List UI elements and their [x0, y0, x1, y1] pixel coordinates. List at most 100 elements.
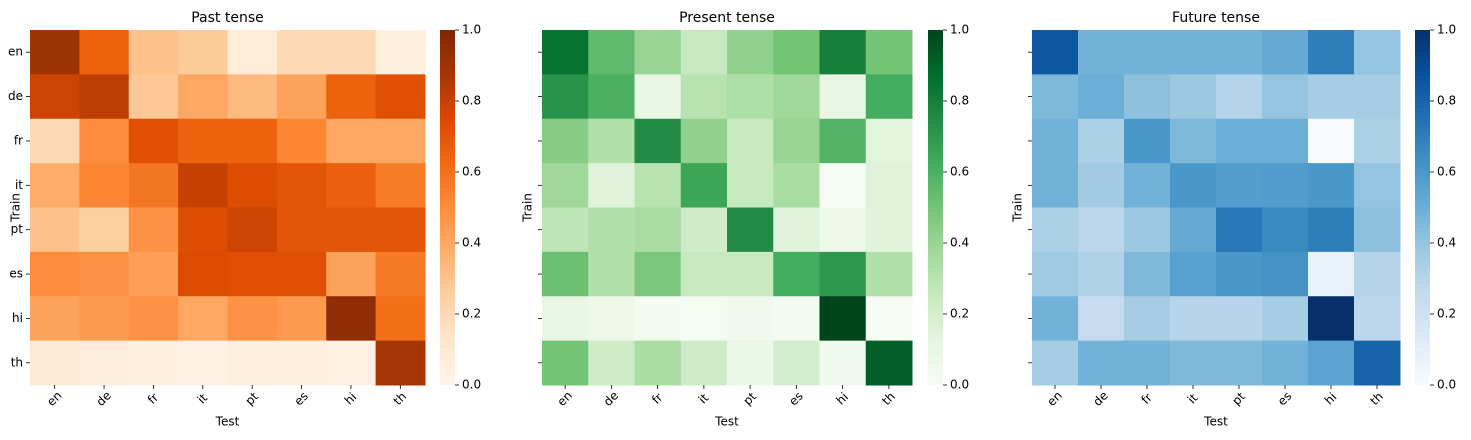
heatmap-cell — [227, 296, 278, 342]
y-tick-label: de — [8, 89, 23, 103]
heatmap-cell — [819, 30, 867, 75]
heatmap-cell — [1170, 30, 1217, 75]
heatmap-cell — [588, 340, 635, 386]
y-tick-label: es — [9, 267, 23, 281]
heatmap-cell — [634, 118, 682, 164]
heatmap-cell — [1308, 340, 1355, 386]
heatmap-cell — [276, 30, 327, 75]
y-tick-label: hi — [12, 311, 23, 325]
heatmap-cell — [680, 207, 728, 253]
heatmap-cell — [1354, 30, 1401, 75]
heatmap-cell — [1078, 296, 1125, 342]
colorbar-tick-label: 0.6 — [950, 165, 969, 179]
heatmap-cell — [1216, 30, 1263, 75]
heatmap-cell — [79, 74, 130, 120]
heatmap-cell — [128, 118, 179, 164]
heatmap-cell — [680, 340, 728, 386]
heatmap-cell — [1170, 340, 1217, 386]
heatmap-cell — [128, 163, 179, 208]
heatmap-cell — [1354, 296, 1401, 342]
heatmap-cell — [542, 251, 589, 297]
heatmap-cell — [542, 340, 589, 386]
heatmap-cell — [1216, 340, 1263, 386]
heatmap-cell — [865, 118, 913, 164]
heatmap-cell — [1354, 118, 1401, 164]
heatmap-cell — [588, 296, 635, 342]
x-tick-label: th — [1367, 389, 1386, 408]
heatmap-cell — [865, 340, 913, 386]
x-axis-label: Test — [215, 415, 240, 429]
heatmap-cell — [1032, 296, 1079, 342]
colorbar-tick-label: 0.6 — [462, 165, 481, 179]
heatmap-cell — [1170, 251, 1217, 297]
heatmap-cell — [542, 118, 589, 164]
heatmap-cell — [1032, 118, 1079, 164]
heatmap-cell — [727, 207, 774, 253]
heatmap-cell — [1124, 118, 1171, 164]
heatmap-cell — [773, 340, 820, 386]
heatmap-cell — [773, 296, 820, 342]
colorbar-tick-label: 0.8 — [950, 94, 969, 108]
colorbar-tick-label: 0.4 — [462, 236, 481, 250]
x-tick-label: en — [1044, 388, 1065, 409]
heatmap-cell — [326, 118, 377, 164]
heatmap-cell — [375, 251, 426, 297]
heatmap-cell — [542, 163, 589, 208]
heatmap-cell — [326, 163, 377, 208]
heatmap-cell — [1354, 74, 1401, 120]
heatmap-cell — [727, 74, 774, 120]
heatmap-cell — [375, 74, 426, 120]
heatmap-cell — [819, 251, 867, 297]
heatmap-cell — [178, 118, 228, 164]
x-tick-label: pt — [1229, 389, 1248, 408]
colorbar-tick-label: 0.2 — [462, 307, 481, 321]
heatmap-cell — [227, 207, 278, 253]
heatmap-cell — [819, 118, 867, 164]
heatmap-cell — [865, 296, 913, 342]
heatmap-cell — [79, 296, 130, 342]
heatmap-cell — [819, 163, 867, 208]
heatmap-cell — [542, 74, 589, 120]
heatmap-cell — [680, 296, 728, 342]
heatmap-cell — [276, 163, 327, 208]
heatmap-cell — [1262, 30, 1309, 75]
chart-title: Past tense — [191, 10, 264, 26]
heatmap-cell — [79, 118, 130, 164]
x-tick-label: hi — [833, 390, 851, 408]
heatmap-cell — [128, 251, 179, 297]
heatmap-cell — [1124, 296, 1171, 342]
heatmap-cell — [1216, 207, 1263, 253]
x-tick-label: it — [1185, 391, 1201, 407]
x-tick-label: th — [391, 389, 410, 408]
x-tick-label: fr — [649, 390, 665, 406]
x-tick-label: en — [44, 388, 65, 409]
heatmap-cell — [227, 30, 278, 75]
heatmap-cell — [128, 296, 179, 342]
colorbar-tick-label: 0.6 — [1437, 165, 1456, 179]
heatmap-cell — [178, 163, 228, 208]
heatmap-cell — [276, 207, 327, 253]
colorbar-tick-label: 0.8 — [462, 94, 481, 108]
heatmap-cell — [128, 207, 179, 253]
x-axis-label: Test — [1203, 415, 1228, 429]
heatmap-cell — [30, 207, 80, 253]
heatmap-cell — [1124, 251, 1171, 297]
heatmap-cell — [634, 74, 682, 120]
heatmap-cell — [680, 251, 728, 297]
y-tick-label: fr — [14, 133, 23, 147]
heatmap-cell — [326, 340, 377, 386]
heatmap-cell — [819, 296, 867, 342]
heatmap-cell — [819, 207, 867, 253]
heatmap-cell — [1078, 74, 1125, 120]
heatmap-cell — [1170, 207, 1217, 253]
heatmap-cell — [865, 207, 913, 253]
heatmap-cell — [128, 74, 179, 120]
x-axis-label: Test — [714, 415, 739, 429]
y-axis-label: Train — [1011, 193, 1025, 223]
heatmap-cell — [1078, 118, 1125, 164]
heatmap-cell — [326, 296, 377, 342]
heatmap-cell — [1308, 30, 1355, 75]
heatmap-cell — [1308, 251, 1355, 297]
heatmap-cell — [1124, 30, 1171, 75]
